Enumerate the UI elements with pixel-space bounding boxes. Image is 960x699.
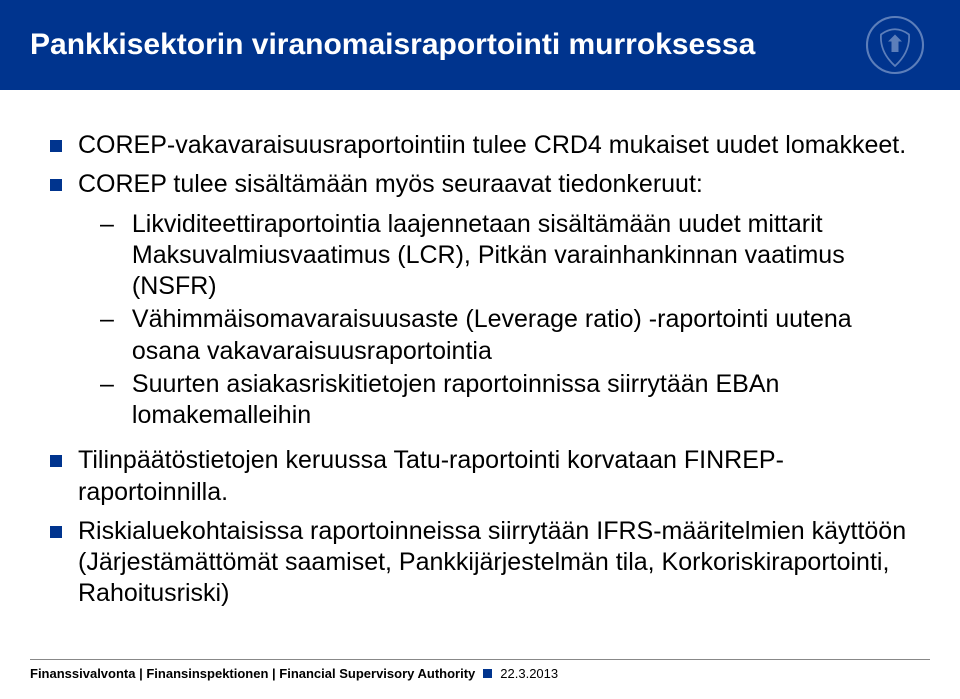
dash-bullet-icon: – [100, 369, 114, 400]
bullet-text: Riskialuekohtaisissa raportoinneissa sii… [78, 516, 910, 610]
sub-item: – Vähimmäisomavaraisuusaste (Leverage ra… [100, 304, 910, 367]
square-bullet-icon [50, 140, 62, 152]
footer-row: Finanssivalvonta | Finansinspektionen | … [30, 666, 930, 681]
footer-org: Finanssivalvonta | Finansinspektionen | … [30, 666, 475, 681]
sub-list: – Likviditeettiraportointia laajennetaan… [100, 209, 910, 432]
footer-divider [30, 659, 930, 660]
bullet-item: COREP tulee sisältämään myös seuraavat t… [50, 169, 910, 200]
sub-item: – Likviditeettiraportointia laajennetaan… [100, 209, 910, 303]
footer-square-icon [483, 669, 492, 678]
sub-text: Suurten asiakasriskitietojen raportoinni… [132, 369, 910, 432]
sub-text: Vähimmäisomavaraisuusaste (Leverage rati… [132, 304, 910, 367]
slide-title: Pankkisektorin viranomaisraportointi mur… [30, 28, 755, 62]
bullet-text: COREP tulee sisältämään myös seuraavat t… [78, 169, 703, 200]
bullet-item: COREP-vakavaraisuusraportointiin tulee C… [50, 130, 910, 161]
dash-bullet-icon: – [100, 304, 114, 335]
bullet-item: Tilinpäätöstietojen keruussa Tatu-raport… [50, 445, 910, 508]
crest-logo [860, 10, 930, 80]
footer-date: 22.3.2013 [500, 666, 558, 681]
square-bullet-icon [50, 526, 62, 538]
square-bullet-icon [50, 179, 62, 191]
square-bullet-icon [50, 455, 62, 467]
sub-item: – Suurten asiakasriskitietojen raportoin… [100, 369, 910, 432]
dash-bullet-icon: – [100, 209, 114, 240]
sub-text: Likviditeettiraportointia laajennetaan s… [132, 209, 910, 303]
slide-header: Pankkisektorin viranomaisraportointi mur… [0, 0, 960, 90]
bullet-item: Riskialuekohtaisissa raportoinneissa sii… [50, 516, 910, 610]
slide-content: COREP-vakavaraisuusraportointiin tulee C… [0, 90, 960, 610]
slide-footer: Finanssivalvonta | Finansinspektionen | … [0, 659, 960, 681]
bullet-text: Tilinpäätöstietojen keruussa Tatu-raport… [78, 445, 910, 508]
bullet-text: COREP-vakavaraisuusraportointiin tulee C… [78, 130, 906, 161]
